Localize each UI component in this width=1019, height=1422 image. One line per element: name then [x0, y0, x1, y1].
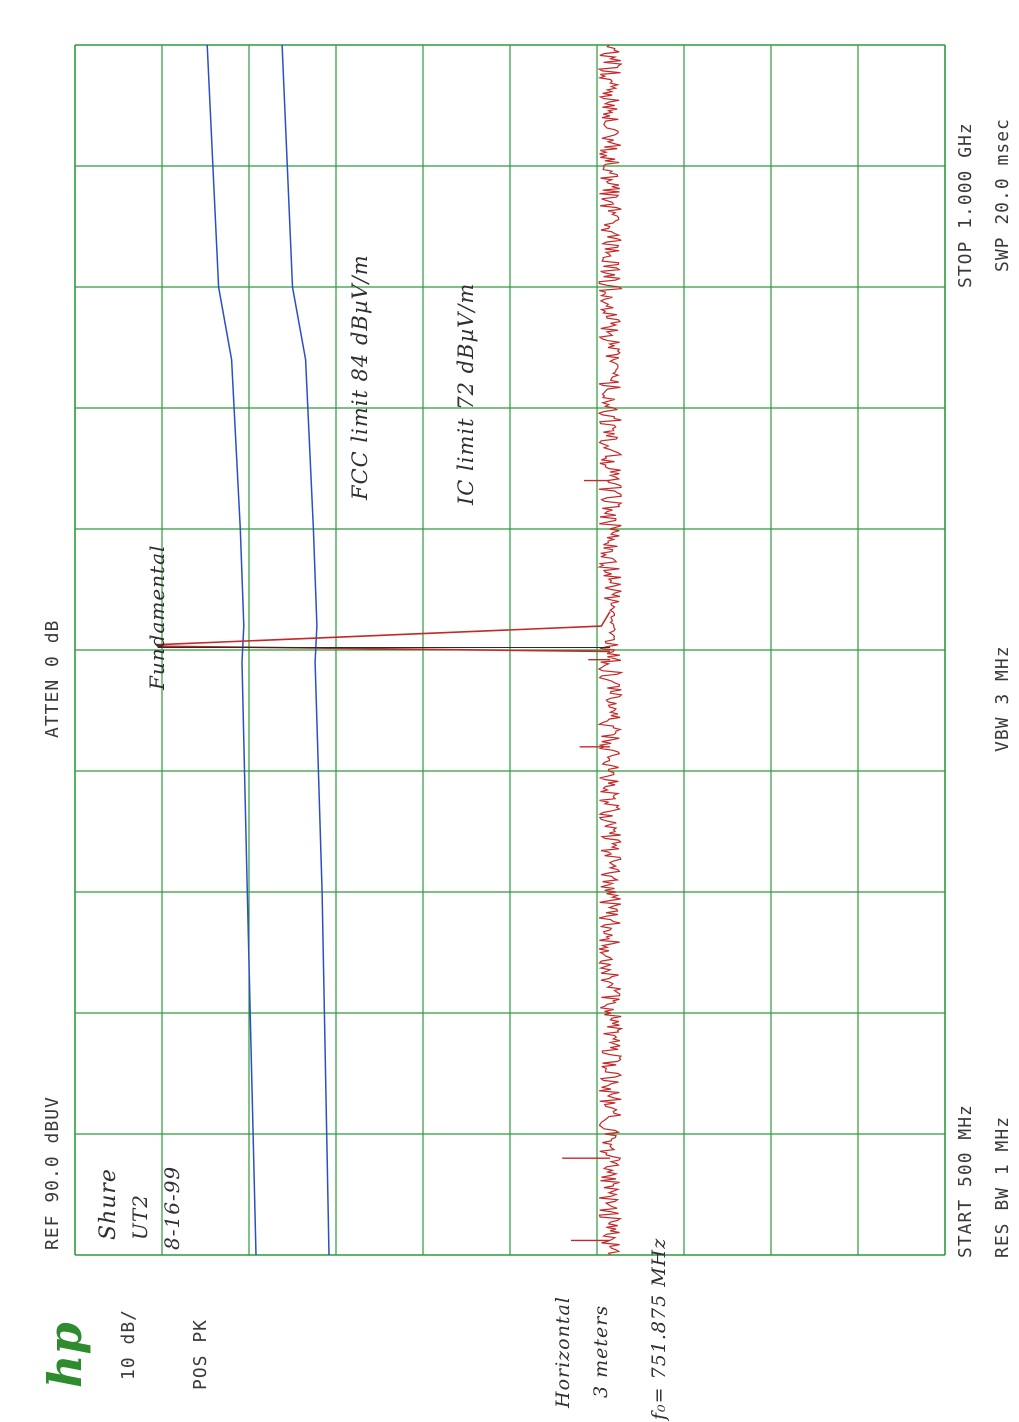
sweep-time-label: SWP 20.0 msec — [992, 118, 1013, 272]
hp-logo: hp — [38, 1322, 92, 1388]
res-bw-label: RES BW 1 MHz — [992, 1115, 1013, 1258]
detector-label: POS PK — [190, 1318, 211, 1390]
polarization-note: Horizontal — [552, 1296, 574, 1408]
fundamental-frequency-note: f₀= 751.875 MHz — [648, 1237, 670, 1420]
stop-frequency-label: STOP 1.000 GHz — [955, 122, 976, 288]
fcc-limit-label: FCC limit 84 dBµV/m — [348, 254, 372, 500]
fundamental-peak — [156, 611, 611, 653]
limit-lines — [206, 44, 330, 1256]
fundamental-label: Fundamental — [145, 544, 169, 690]
scale-label: 10 dB/ — [118, 1308, 139, 1380]
grid — [74, 44, 946, 1256]
noise-floor-trace — [597, 44, 624, 1256]
atten-label: ATTEN 0 dB — [42, 619, 63, 738]
fcc-limit-line — [206, 44, 257, 1256]
ic-limit-label: IC limit 72 dBµV/m — [454, 282, 478, 505]
distance-note: 3 meters — [590, 1304, 612, 1398]
device-model: UT2 — [128, 1194, 152, 1240]
vbw-label: VBW 3 MHz — [992, 645, 1013, 752]
ic-limit-line — [281, 44, 330, 1256]
device-name: Shure — [96, 1168, 121, 1240]
test-date: 8-16-99 — [160, 1165, 184, 1250]
start-frequency-label: START 500 MHz — [955, 1104, 976, 1258]
ref-level-label: REF 90.0 dBUV — [42, 1096, 63, 1250]
measured-trace — [156, 44, 624, 1256]
